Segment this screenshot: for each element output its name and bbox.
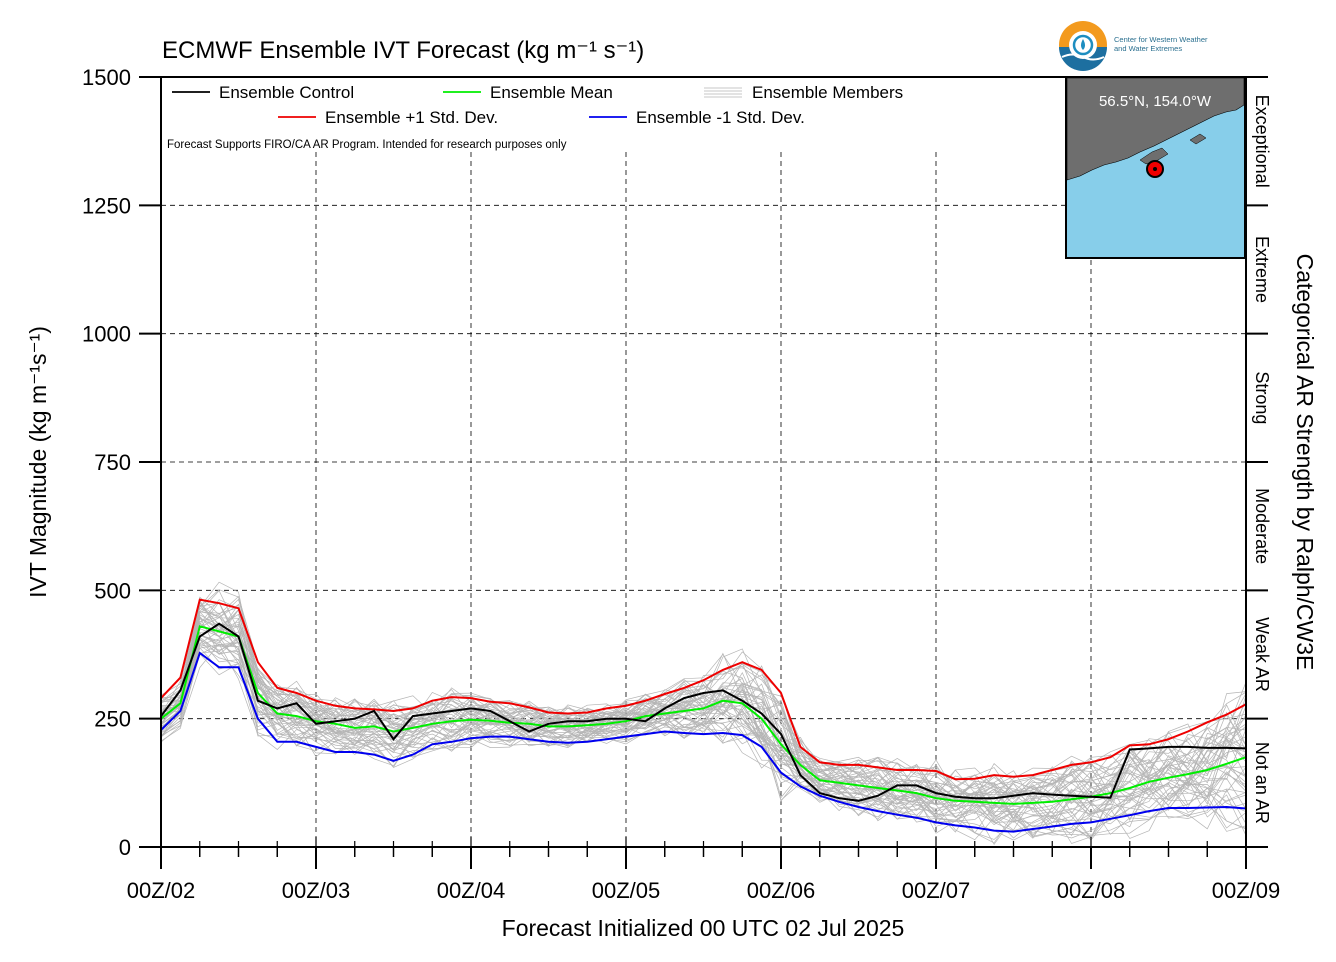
x-tick-label: 00Z/03 <box>282 878 351 903</box>
category-label: Exceptional <box>1252 95 1272 188</box>
legend-label-minus: Ensemble -1 Std. Dev. <box>636 108 805 127</box>
x-axis: 00Z/02 00Z/03 00Z/04 00Z/05 00Z/06 00Z/07 00Z/… <box>127 837 1281 903</box>
y-axis: 0 250 500 750 1000 1250 1500 <box>82 65 161 860</box>
y-tick-label: 750 <box>94 450 131 475</box>
category-label: Moderate <box>1252 488 1272 564</box>
legend: Ensemble Control Ensemble Mean Ensemble … <box>167 83 903 151</box>
ensemble-member-line <box>161 638 1246 841</box>
ensemble-member-line <box>161 630 1246 819</box>
ensemble-member-line <box>161 641 1246 837</box>
series-lines <box>161 598 1246 833</box>
ensemble-member-line <box>161 601 1246 806</box>
y-tick-label: 1250 <box>82 193 131 218</box>
y-tick-label: 1000 <box>82 322 131 347</box>
inset-map-land <box>1066 77 1245 181</box>
ensemble-member-line <box>161 650 1246 837</box>
cw3e-logo-text: Center for Western Weather and Water Ext… <box>1114 35 1208 53</box>
logo-line-2: and Water Extremes <box>1114 44 1183 53</box>
y-tick-label: 0 <box>119 835 131 860</box>
logo-line-1: Center for Western Weather <box>1114 35 1208 44</box>
cw3e-logo <box>1059 21 1107 71</box>
inset-map-island <box>1189 133 1207 145</box>
x-tick-label: 00Z/06 <box>747 878 816 903</box>
x-tick-label: 00Z/04 <box>437 878 506 903</box>
inset-map-coordinates: 56.5°N, 154.0°W <box>1099 93 1212 110</box>
ensemble-member-line <box>161 602 1246 806</box>
chart-title: ECMWF Ensemble IVT Forecast (kg m⁻¹ s⁻¹) <box>162 37 644 64</box>
x-axis-label: Forecast Initialized 00 UTC 02 Jul 2025 <box>502 915 905 941</box>
x-tick-label: 00Z/09 <box>1212 878 1281 903</box>
y-axis-label: IVT Magnitude (kg m⁻¹s⁻¹) <box>25 326 51 598</box>
x-tick-label: 00Z/08 <box>1057 878 1126 903</box>
inset-map: 56.5°N, 154.0°W <box>1065 76 1246 259</box>
legend-swatch-members <box>704 87 742 98</box>
ensemble-member-line <box>161 638 1246 831</box>
plus-std-line <box>161 598 1246 781</box>
water-drop-icon <box>1072 34 1094 56</box>
inset-map-island <box>1139 147 1169 165</box>
x-tick-label: 00Z/05 <box>592 878 661 903</box>
ensemble-member-line <box>161 604 1246 799</box>
category-label: Not an AR <box>1252 742 1272 824</box>
ensemble-member-line <box>161 598 1246 800</box>
category-label: Strong <box>1252 371 1272 424</box>
ar-category-axis: Exceptional Extreme Strong Moderate Weak AR N… <box>1246 76 1272 848</box>
control-line <box>161 622 1246 802</box>
category-label: Extreme <box>1252 236 1272 303</box>
category-label: Weak AR <box>1252 617 1272 692</box>
research-note: Forecast Supports FIRO/CA AR Program. In… <box>167 139 567 151</box>
ensemble-member-line <box>161 581 1246 793</box>
ensemble-member-line <box>161 604 1246 798</box>
x-tick-label: 00Z/07 <box>902 878 971 903</box>
legend-label-plus: Ensemble +1 Std. Dev. <box>325 108 498 127</box>
ensemble-member-line <box>161 634 1246 833</box>
right-axis-label: Categorical AR Strength by Ralph/CW3E <box>1292 254 1318 671</box>
legend-label-mean: Ensemble Mean <box>490 83 613 102</box>
minus-std-line <box>161 651 1246 833</box>
y-tick-label: 500 <box>94 578 131 603</box>
x-tick-label: 00Z/02 <box>127 878 196 903</box>
ensemble-member-line <box>161 638 1246 825</box>
ensemble-member-line <box>161 611 1246 811</box>
legend-label-control: Ensemble Control <box>219 83 354 102</box>
y-tick-label: 1500 <box>82 65 131 90</box>
y-tick-label: 250 <box>94 707 131 732</box>
mean-line <box>161 625 1246 805</box>
ensemble-member-line <box>161 595 1246 799</box>
ensemble-member-line <box>161 601 1246 796</box>
ensemble-member-line <box>161 623 1246 813</box>
ensemble-members <box>161 581 1246 846</box>
legend-label-members: Ensemble Members <box>752 83 903 102</box>
